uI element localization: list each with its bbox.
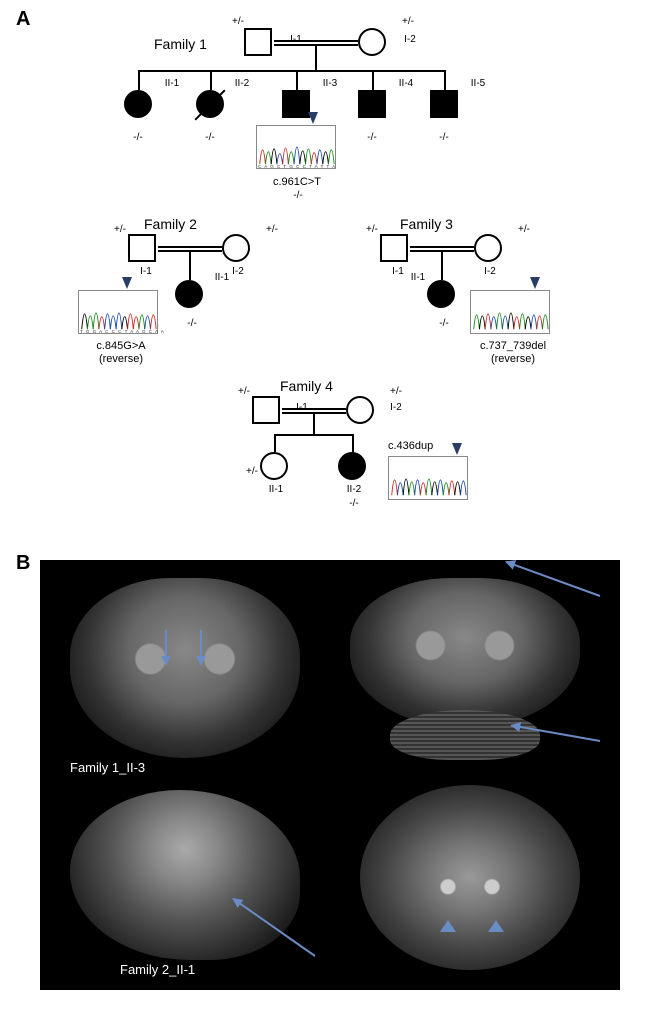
f1-c2-drop	[210, 70, 212, 90]
f3-ii1	[427, 280, 455, 308]
mri-f1-coronal-left	[70, 578, 300, 758]
f1-ii1	[124, 90, 152, 118]
f2-father-id: I-1	[126, 266, 166, 277]
f1-mother-geno: +/-	[388, 16, 428, 27]
f3-father-geno: +/-	[352, 224, 392, 235]
mri-label-f1: Family 1_II-3	[70, 760, 145, 775]
f3-mut1: c.737_739del	[468, 340, 558, 352]
f2-mother-geno: +/-	[252, 224, 292, 235]
f1-ii1-geno: -/-	[118, 132, 158, 143]
f1-ii3-id: II-3	[310, 78, 350, 89]
f4-ii1-geno: +/-	[232, 466, 272, 477]
mri-f1-cerebellum	[390, 710, 540, 760]
f1-ii4	[358, 90, 386, 118]
f2-chrom-arrow	[122, 277, 132, 289]
f2-drop	[189, 252, 191, 280]
f4-father-geno: +/-	[224, 386, 264, 397]
f1-father-geno: +/-	[218, 16, 258, 27]
f1-c1-drop	[138, 70, 140, 90]
mri-tri-2	[488, 920, 504, 932]
f4-father	[252, 396, 280, 424]
f1-ii1-id: II-1	[152, 78, 192, 89]
mri-tri-1	[440, 920, 456, 932]
f1-ii3	[282, 90, 310, 118]
f3-mother-id: I-2	[470, 266, 510, 277]
f1-father	[244, 28, 272, 56]
f4-sibship	[274, 434, 354, 436]
family2-title: Family 2	[144, 216, 197, 232]
f2-mut2: (reverse)	[86, 353, 156, 365]
f1-chromatogram	[256, 125, 336, 169]
f2-mut1: c.845G>A	[86, 340, 156, 352]
f1-drop	[315, 46, 317, 70]
panel-b-label: B	[16, 552, 30, 575]
f3-father	[380, 234, 408, 262]
panel-b-mri: Family 1_II-3 Family 2_II-1	[40, 560, 620, 990]
f2-ii1-id: II-1	[202, 272, 242, 283]
mri-arrow-basal-1	[165, 630, 167, 656]
f4-mother-id: I-2	[376, 402, 416, 413]
f3-chrom-arrow	[530, 277, 540, 289]
mri-f2-axial	[360, 785, 580, 970]
f1-sibship-bar	[138, 70, 446, 72]
panel-a-pedigrees: Family 1 I-1 I-2 +/- +/- II-1 II-2 II-3 …	[0, 0, 664, 540]
f1-ii2-id: II-2	[222, 78, 262, 89]
f1-c4-drop	[372, 70, 374, 90]
f4-mother-geno: +/-	[376, 386, 416, 397]
f4-mother	[346, 396, 374, 424]
f3-ii1-geno: -/-	[424, 318, 464, 329]
mri-arrow-basal-2	[200, 630, 202, 656]
f1-mother-id: I-2	[390, 34, 430, 45]
f1-father-id: I-1	[276, 34, 316, 45]
f1-ii5	[430, 90, 458, 118]
f1-ii4-geno: -/-	[352, 132, 392, 143]
f3-mother-geno: +/-	[504, 224, 544, 235]
family1-title: Family 1	[154, 36, 207, 52]
f4-c1-drop	[274, 434, 276, 452]
f1-chrom-arrow	[308, 112, 318, 124]
f1-chrom-letters: C A G C T G C C T A T T A	[258, 164, 336, 169]
f1-ii5-geno: -/-	[424, 132, 464, 143]
f3-drop	[441, 252, 443, 280]
f3-chromatogram	[470, 290, 550, 334]
f1-c5-drop	[444, 70, 446, 90]
f2-father-geno: +/-	[100, 224, 140, 235]
f2-chromatogram	[78, 290, 158, 334]
f2-chrom-letters: T G G A C C C T A A G C A A	[80, 329, 165, 334]
f4-ii2-id: II-2	[334, 484, 374, 495]
mri-f1-coronal-right	[350, 578, 580, 728]
f4-mutation: c.436dup	[388, 440, 448, 452]
f3-mother	[474, 234, 502, 262]
f4-chromatogram	[388, 456, 468, 500]
f2-ii1	[175, 280, 203, 308]
family3-title: Family 3	[400, 216, 453, 232]
f4-chrom-arrow	[452, 443, 462, 455]
f2-mother	[222, 234, 250, 262]
f4-ii2	[338, 452, 366, 480]
f1-ii2-geno: -/-	[190, 132, 230, 143]
f1-ii3-geno: -/-	[278, 190, 318, 201]
f4-ii1-id: II-1	[256, 484, 296, 495]
f4-drop	[313, 414, 315, 434]
f4-c2-drop	[352, 434, 354, 452]
f1-ii5-id: II-5	[458, 78, 498, 89]
f3-mut2: (reverse)	[468, 353, 558, 365]
f2-father	[128, 234, 156, 262]
f1-ii4-id: II-4	[386, 78, 426, 89]
f4-ii2-geno: -/-	[334, 498, 374, 509]
family4-title: Family 4	[280, 378, 333, 394]
f4-father-id: I-1	[282, 402, 322, 413]
f3-ii1-id: II-1	[398, 272, 438, 283]
mri-label-f2: Family 2_II-1	[120, 962, 195, 977]
f1-c3-drop	[296, 70, 298, 90]
f2-ii1-geno: -/-	[172, 318, 212, 329]
f1-mutation: c.961C>T	[262, 176, 332, 188]
mri-f2-sagittal	[70, 790, 300, 960]
f1-mother	[358, 28, 386, 56]
